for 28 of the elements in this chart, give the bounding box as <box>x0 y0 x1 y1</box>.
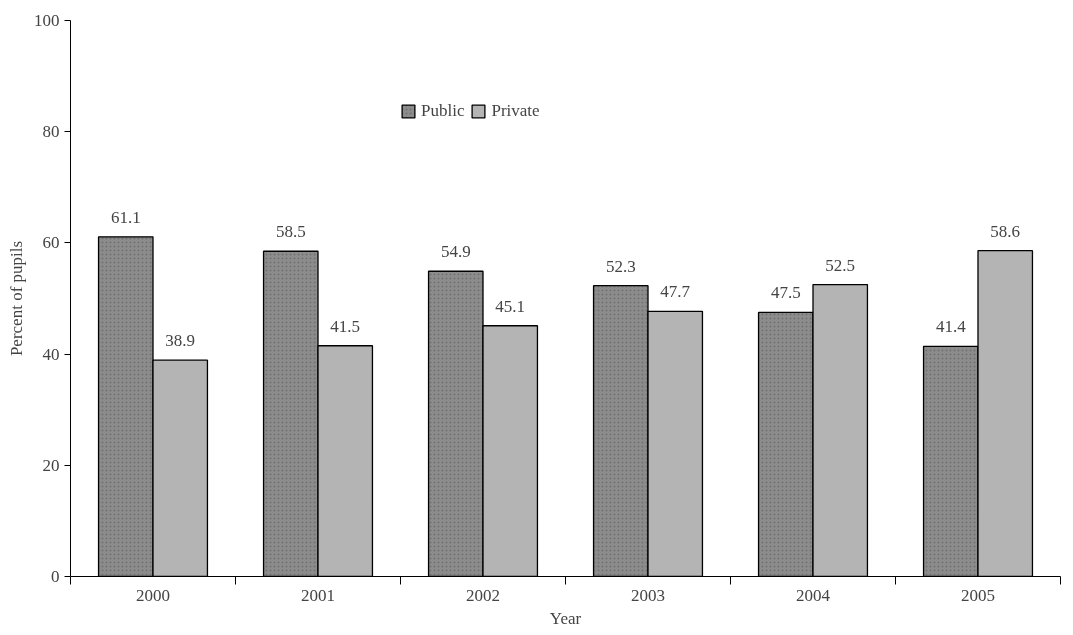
data-label: 58.6 <box>990 221 1021 241</box>
y-tick-label: 60 <box>42 233 60 253</box>
data-label: 52.5 <box>825 255 856 275</box>
data-label: 52.3 <box>605 256 636 276</box>
x-tick-label: 2002 <box>466 585 500 605</box>
x-tick-label: 2004 <box>796 585 831 605</box>
legend-label: Public <box>421 101 465 121</box>
y-tick-label: 100 <box>34 11 60 30</box>
y-tick-label: 20 <box>42 455 60 475</box>
y-axis-title: Percent of pupils <box>7 240 26 357</box>
data-label: 61.1 <box>110 207 141 227</box>
x-tick-label: 2003 <box>631 585 665 605</box>
x-axis-title: Year <box>549 608 582 628</box>
y-tick-label: 40 <box>42 344 60 364</box>
data-label: 47.5 <box>770 283 801 303</box>
data-label: 58.5 <box>275 222 306 242</box>
legend-label: Private <box>491 101 540 121</box>
data-label: 45.1 <box>495 296 526 316</box>
y-tick-label: 0 <box>51 567 60 586</box>
data-label: 38.9 <box>165 331 196 351</box>
x-tick-label: 2005 <box>961 585 995 605</box>
y-tick-label: 80 <box>42 122 60 142</box>
data-label: 41.5 <box>330 316 361 336</box>
data-label: 54.9 <box>440 242 471 262</box>
data-label: 47.7 <box>660 282 691 302</box>
data-label: 41.4 <box>935 317 967 337</box>
x-tick-label: 2001 <box>301 585 335 605</box>
x-tick-label: 2000 <box>136 585 170 605</box>
